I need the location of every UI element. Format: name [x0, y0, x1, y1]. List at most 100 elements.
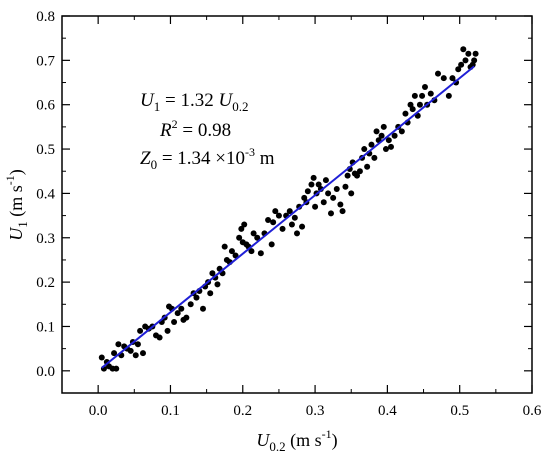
data-point [449, 75, 456, 82]
x-title-sub: 0.2 [269, 439, 285, 454]
y-title-sup: -1 [3, 175, 17, 185]
data-point [312, 203, 319, 210]
data-point [320, 199, 327, 206]
data-point [183, 314, 190, 321]
y-tick-label: 0.8 [36, 9, 55, 25]
eq-lhs: U [140, 90, 155, 111]
data-point [270, 219, 277, 226]
data-point [416, 101, 423, 108]
data-point [288, 221, 295, 228]
data-point [111, 350, 118, 357]
data-point [308, 181, 315, 188]
eq-lhs-sub: 1 [154, 99, 161, 114]
r2-rest: = 0.98 [178, 120, 231, 141]
data-point [310, 174, 317, 181]
data-point [115, 341, 122, 348]
data-point [388, 143, 394, 150]
y-axis-title: U1 (m s-1) [3, 169, 30, 241]
data-point [241, 221, 248, 228]
data-point [187, 301, 194, 308]
y-title-sub: 1 [15, 221, 30, 228]
data-point [364, 163, 371, 170]
data-point [207, 290, 214, 297]
y-title-main: U [6, 227, 26, 241]
x-title-close: ) [332, 430, 338, 451]
data-point [257, 250, 264, 257]
data-point [275, 212, 282, 219]
data-point [322, 177, 329, 184]
data-point [325, 190, 332, 197]
data-point [286, 208, 293, 215]
data-point [361, 146, 368, 153]
data-point [398, 128, 405, 135]
data-point [333, 185, 340, 192]
data-point [174, 310, 181, 317]
eq-rhs: U [218, 90, 233, 111]
data-point [435, 70, 441, 77]
data-point [337, 201, 344, 208]
data-point [272, 208, 279, 215]
data-point [134, 341, 141, 348]
data-point [342, 183, 349, 190]
data-point [339, 208, 346, 215]
data-point [209, 270, 216, 277]
r2-sup: 2 [172, 117, 178, 131]
data-point [221, 243, 228, 250]
data-point [232, 252, 239, 259]
y-tick-label: 0.6 [36, 98, 55, 114]
data-point [458, 61, 465, 68]
data-point [279, 225, 286, 232]
data-point [238, 225, 245, 232]
y-tick-label: 0.5 [36, 142, 55, 158]
data-point [139, 350, 146, 357]
data-point [268, 241, 275, 248]
data-point [368, 141, 375, 148]
data-point [373, 128, 380, 135]
data-point [98, 354, 105, 361]
y-tick-label: 0.3 [36, 231, 55, 247]
data-point [228, 248, 235, 255]
data-point [465, 50, 472, 57]
z0-annotation: Z0 = 1.34 ×10-3 m [140, 145, 275, 172]
fit-line [101, 65, 475, 369]
data-point [291, 214, 298, 221]
data-point [250, 230, 257, 237]
y-title-unit: (m s [6, 185, 27, 221]
z0-sup: -3 [245, 145, 255, 159]
data-point [445, 92, 452, 99]
data-point [378, 132, 385, 139]
data-point [294, 230, 300, 237]
data-point [265, 217, 272, 224]
x-title-main: U [256, 430, 270, 450]
data-point [171, 319, 178, 326]
data-point [248, 248, 255, 255]
x-tick-label: 0.1 [161, 403, 180, 419]
data-point [402, 110, 409, 117]
y-tick-label: 0.0 [36, 364, 55, 380]
x-tick-label: 0.4 [378, 403, 397, 419]
r2-lhs: R [159, 120, 172, 141]
data-point [409, 106, 416, 113]
data-point [427, 90, 434, 97]
data-point [411, 92, 418, 99]
data-point [327, 210, 334, 217]
z0-sub: 0 [151, 157, 158, 172]
data-point [344, 172, 351, 179]
data-point [164, 327, 171, 334]
data-point [254, 234, 261, 241]
data-point [193, 294, 200, 301]
axis-ticks [61, 15, 533, 393]
data-point [462, 57, 469, 64]
x-tick-label: 0.6 [523, 403, 542, 419]
data-point [380, 123, 387, 130]
equation-annotation: U1 = 1.32 U0.2 [140, 90, 248, 114]
x-tick-label: 0.3 [306, 403, 325, 419]
data-point [348, 190, 355, 197]
data-point [214, 281, 221, 288]
data-point [421, 83, 428, 90]
data-point [440, 75, 447, 82]
data-points [98, 46, 479, 372]
data-point [371, 154, 378, 161]
